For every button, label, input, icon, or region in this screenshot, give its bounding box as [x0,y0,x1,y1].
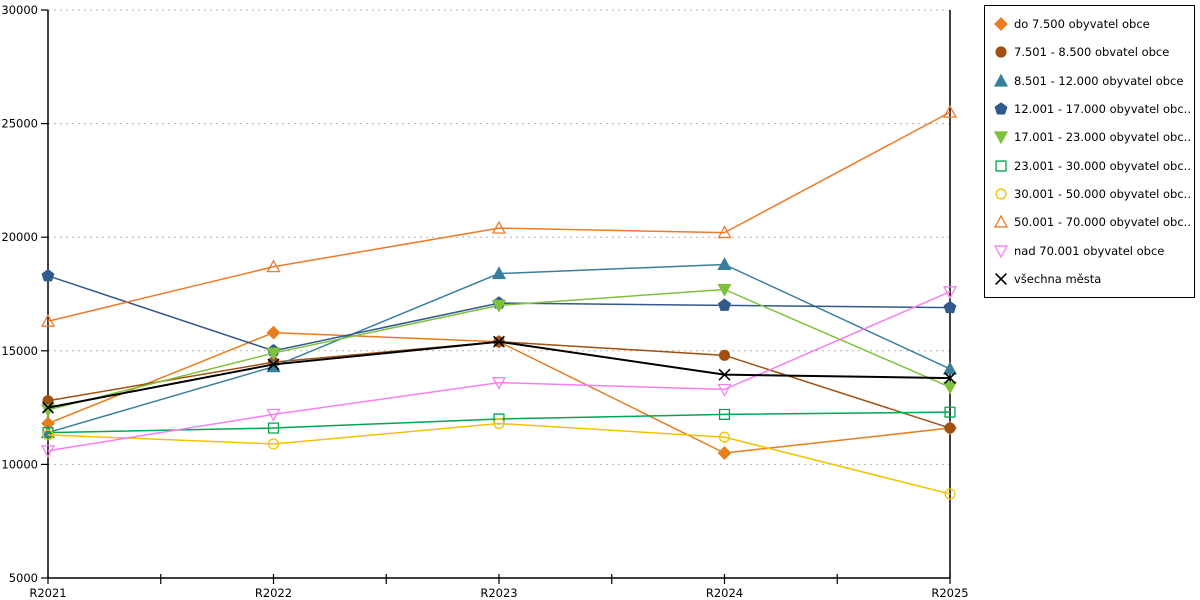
circle-marker [493,417,505,430]
square-legend-icon [995,160,1007,172]
triangle-down-marker [717,283,732,297]
legend-item-6[interactable]: 30.001 - 50.000 obyvatel obc... [993,186,1190,202]
triangle-up-marker [942,361,958,375]
y-axis-tick-label: 20000 [1,230,38,244]
legend-item-9[interactable]: všechna města [993,271,1190,287]
legend-item-label: 50.001 - 70.000 obyvatel obc... [1014,215,1190,230]
legend-item-label: 30.001 - 50.000 obyvatel obc... [1014,186,1190,201]
y-axis-tick-label: 25000 [1,117,38,131]
legend: do 7.500 obyvatel obce 7.501 - 8.500 obva… [984,5,1195,298]
x-legend-icon [995,272,1007,285]
legend-item-label: 7.501 - 8.500 obvatel obce [1014,45,1170,60]
pentagon-marker [994,102,1008,115]
pentagon-marker [718,298,731,311]
pentagon-legend-icon [994,102,1008,115]
legend-item-5[interactable]: 23.001 - 30.000 obyvatel obc... [993,158,1190,174]
triangle-up-marker [993,214,1009,228]
triangle-down-marker [491,377,507,390]
x-axis-tick-label: R2024 [706,586,743,600]
triangle-down-marker [266,408,281,422]
legend-item-1[interactable]: 7.501 - 8.500 obvatel obce [993,44,1190,60]
pentagon-marker [41,269,55,282]
circle-marker [718,431,731,443]
triangle-up-marker [717,257,732,271]
pentagon-marker [943,300,957,314]
square-marker [944,406,956,418]
diamond-marker [994,17,1008,32]
triangle-down-marker [993,244,1009,258]
circle-marker [944,422,956,434]
legend-item-8[interactable]: nad 70.001 obyvatel obce [993,243,1190,259]
series-line-1 [47,340,951,429]
circle-marker [944,488,956,500]
legend-item-label: nad 70.001 obyvatel obce [1014,243,1165,258]
triangle-up-marker [993,73,1009,87]
x-marker [493,335,505,348]
triangle-down-legend-icon [993,244,1009,258]
circle-marker [42,429,54,441]
legend-item-label: 23.001 - 30.000 obyvatel obc... [1014,158,1190,173]
legend-item-2[interactable]: 8.501 - 12.000 obyvatel obce [993,73,1190,89]
triangle-up-legend-icon [993,73,1009,87]
triangle-up-marker [491,266,507,280]
y-axis-tick-label: 15000 [1,344,38,358]
x-marker [944,372,956,385]
triangle-down-marker [993,131,1009,145]
square-marker [267,422,280,434]
circle-legend-icon [995,188,1007,200]
y-axis-tick-label: 5000 [9,571,38,585]
x-marker [718,368,731,381]
triangle-down-marker [266,347,281,361]
legend-item-label: 17.001 - 23.000 obyvatel obc... [1014,130,1190,145]
triangle-down-legend-icon [993,131,1009,145]
x-axis-tick-label: R2023 [480,586,517,600]
triangle-up-marker [40,313,56,327]
triangle-up-marker [491,220,507,234]
x-axis-tick-label: R2022 [255,586,292,600]
diamond-legend-icon [994,17,1008,32]
series-line-7 [47,111,951,322]
legend-item-4[interactable]: 17.001 - 23.000 obyvatel obc... [993,129,1190,145]
diamond-marker [266,325,281,340]
x-axis-tick-label: R2021 [29,586,66,600]
x-marker [995,272,1007,285]
x-marker [267,358,280,371]
square-marker [995,160,1007,172]
circle-marker [267,438,280,450]
x-axis-tick-label: R2025 [931,586,968,600]
circle-marker [995,46,1007,59]
triangle-down-marker [717,383,732,397]
legend-item-label: 12.001 - 17.000 obyvatel obc... [1014,102,1190,117]
legend-item-7[interactable]: 50.001 - 70.000 obyvatel obc... [993,214,1190,230]
series-line-9 [47,340,951,409]
x-marker [42,401,54,414]
triangle-down-marker [942,286,958,300]
triangle-down-marker [40,445,56,459]
legend-item-label: 8.501 - 12.000 obyvatel obce [1014,73,1184,88]
y-axis-tick-label: 10000 [1,457,38,471]
circle-legend-icon [995,46,1007,59]
triangle-down-marker [491,299,507,313]
diamond-marker [717,446,732,460]
triangle-down-marker [942,381,958,395]
circle-marker [995,188,1007,200]
legend-item-label: do 7.500 obyvatel obce [1014,17,1150,32]
legend-item-3[interactable]: 12.001 - 17.000 obyvatel obc... [993,101,1190,117]
series-line-8 [47,291,951,452]
y-axis-tick-label: 30000 [1,3,38,17]
circle-marker [718,349,731,361]
triangle-up-marker [942,104,958,118]
legend-item-0[interactable]: do 7.500 obyvatel obce [993,16,1190,32]
square-marker [718,408,731,420]
legend-item-label: všechna města [1014,271,1102,286]
series-line-6 [47,422,951,495]
triangle-up-marker [266,359,281,373]
triangle-up-marker [266,259,281,273]
triangle-up-marker [717,225,732,239]
triangle-up-legend-icon [993,214,1009,228]
